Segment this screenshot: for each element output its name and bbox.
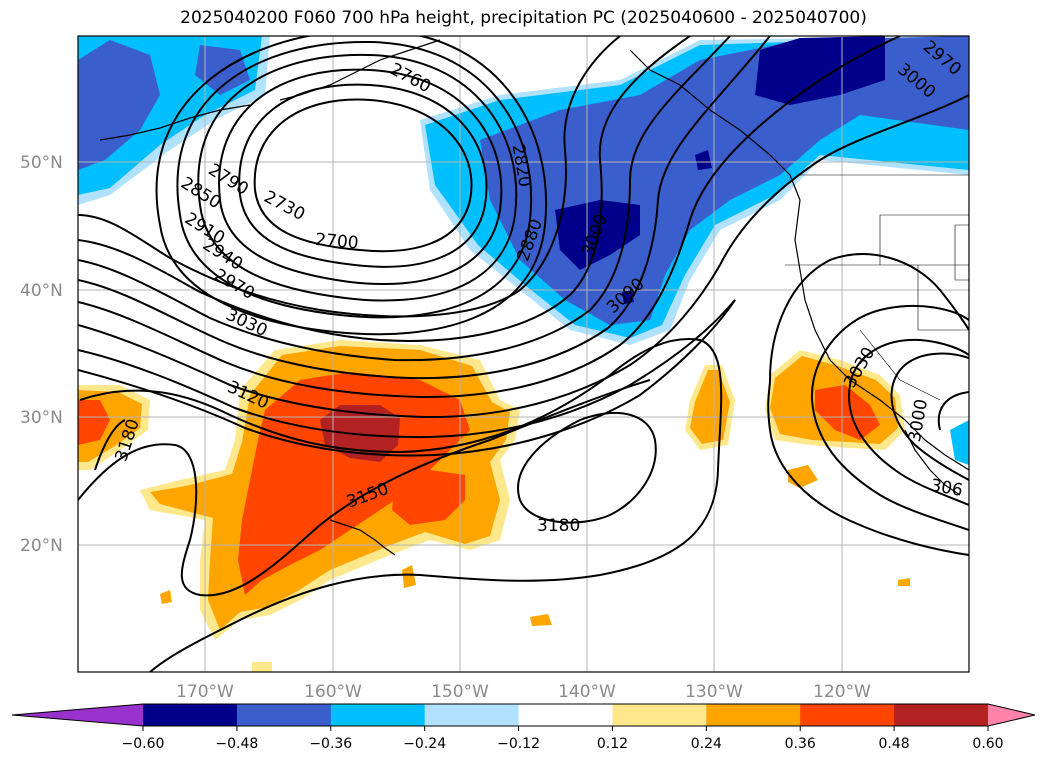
colorbar-tick-label: 0.36: [785, 736, 816, 752]
map-frame: [77, 35, 970, 673]
lat-label: 40°N: [20, 281, 63, 301]
hawaii-islands: [329, 519, 396, 556]
colorbar-tick-label: −0.48: [215, 736, 258, 752]
colorbar-segment: [518, 704, 613, 726]
colorbar-segment: [800, 704, 895, 726]
colorbar-tick-label: −0.36: [309, 736, 352, 752]
colorbar-segment: [424, 704, 520, 726]
colorbar-tick-label: 0.24: [691, 736, 722, 752]
page-title: 2025040200 F060 700 hPa height, precipit…: [180, 8, 867, 28]
lon-label: 130°W: [685, 682, 743, 702]
colorbar-tick-label: −0.12: [497, 736, 540, 752]
lon-label: 140°W: [558, 682, 616, 702]
height-contours: [78, 36, 969, 672]
negative-anomaly-fills: [78, 36, 969, 465]
anomaly-orange: [898, 578, 910, 586]
anomaly-orange: [530, 614, 552, 626]
anomaly-red-orange: [815, 385, 880, 440]
anomaly-orange: [160, 590, 172, 604]
colorbar-tick-label: 0.12: [597, 736, 628, 752]
contour-3030: [78, 94, 969, 419]
lon-label: 160°W: [304, 682, 362, 702]
colorbar-segment: [706, 704, 801, 726]
lon-label: 120°W: [813, 682, 871, 702]
contour-2730: [238, 83, 488, 268]
lon-label: 170°W: [176, 682, 234, 702]
anomaly-navy: [695, 150, 712, 170]
contour-2910: [78, 36, 691, 342]
contour-3180: [94, 419, 126, 471]
north-america-coast: [629, 49, 969, 471]
anomaly-red-orange: [238, 372, 470, 595]
contour-2790: [197, 53, 518, 302]
contour-3000: [890, 352, 969, 481]
anomaly-cyan: [950, 420, 969, 465]
anomaly-orange: [252, 662, 272, 672]
colorbar-segment: [236, 704, 332, 726]
contour-3150: [769, 253, 969, 381]
anomaly-orange: [402, 565, 416, 588]
coastlines: [99, 39, 969, 556]
anomaly-red-orange: [78, 400, 110, 445]
contour-2760: [218, 68, 503, 285]
contour-3060: [78, 299, 736, 439]
colorbar-ticks: −0.60 −0.48 −0.36 −0.24 −0.12 0.12 0.24 0.36 0.4…: [122, 726, 1004, 752]
colorbar-tick-label: 0.60: [972, 736, 1003, 752]
colorbar-tick-label: −0.24: [403, 736, 446, 752]
contour-2880: [78, 36, 621, 318]
colorbar: −0.60 −0.48 −0.36 −0.24 −0.12 0.12 0.24 0.36 0.4…: [11, 703, 1036, 752]
contour-3060: [810, 304, 969, 531]
contour-3030: [848, 338, 969, 506]
colorbar-segment: [143, 704, 238, 726]
contour-2970: [937, 391, 969, 431]
contour-3090: [78, 299, 736, 457]
colorbar-extend-max: [988, 704, 1035, 726]
contour-3180: [517, 411, 657, 524]
colorbar-tick-label: −0.60: [122, 736, 165, 752]
aleutian-islands: [99, 104, 251, 141]
contour-3090: [767, 379, 969, 556]
lon-label: 150°W: [431, 682, 489, 702]
contour-2940: [78, 36, 731, 362]
contour-3120: [79, 338, 723, 672]
lat-label: 20°N: [20, 536, 63, 556]
contour-3150: [78, 379, 651, 597]
lat-label: 30°N: [20, 408, 63, 428]
colorbar-extend-min: [12, 704, 143, 726]
anomaly-red-orange: [392, 470, 465, 525]
contour-2850: [155, 36, 547, 336]
contour-2700: [253, 98, 473, 253]
contour-2820: [176, 40, 533, 319]
longitude-labels: 170°W 160°W 150°W 140°W 130°W 120°W: [176, 682, 871, 702]
colorbar-segments: [11, 703, 1036, 727]
map-panel: 2760 2820 2790 2730 2700 2850 2910 2940 …: [78, 36, 969, 672]
latitude-labels: 50°N 40°N 30°N 20°N: [20, 153, 63, 556]
contour-label: 3180: [537, 516, 580, 536]
lat-label: 50°N: [20, 153, 63, 173]
colorbar-segment: [330, 704, 426, 726]
colorbar-tick-label: 0.48: [879, 736, 910, 752]
colorbar-segment: [894, 704, 989, 726]
anomaly-navy: [755, 36, 885, 105]
anomaly-blue: [78, 40, 160, 170]
baja-peninsula: [904, 429, 961, 496]
colorbar-segment: [612, 704, 707, 726]
contour-2970: [78, 36, 771, 380]
contour-label: 2700: [314, 230, 359, 254]
state-borders: [785, 174, 969, 401]
contour-3000: [78, 36, 901, 399]
